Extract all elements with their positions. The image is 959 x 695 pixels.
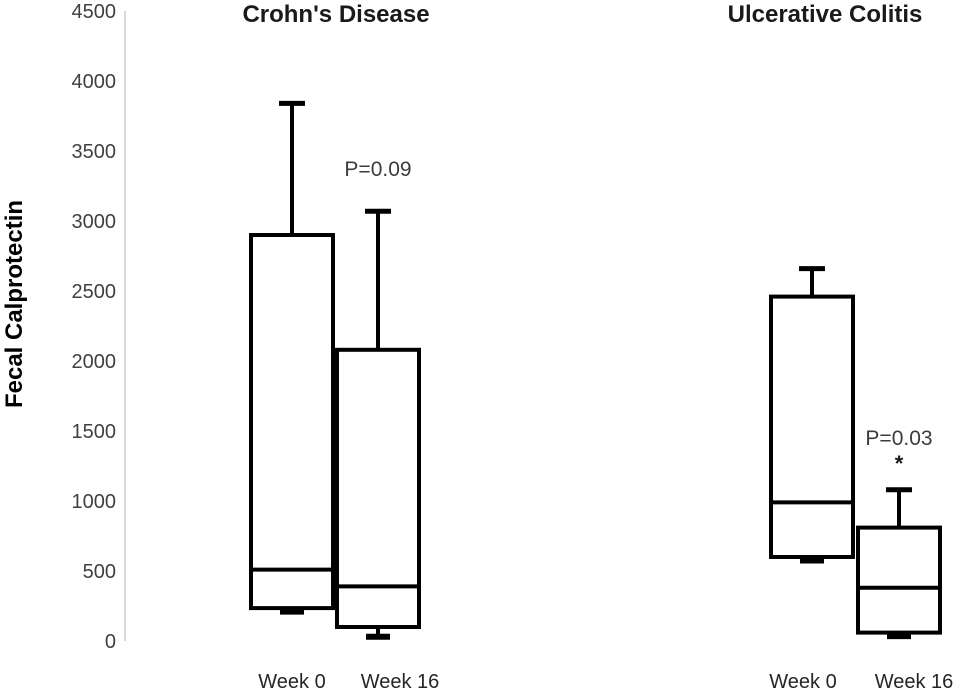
- y-tick-label: 2500: [72, 281, 117, 303]
- box-week0: [769, 294, 855, 559]
- x-tick-label: Week 0: [258, 671, 325, 693]
- y-tick-label: 4000: [72, 71, 117, 93]
- x-tick-label: Week 0: [769, 671, 836, 693]
- significance-star: *: [895, 451, 904, 476]
- p-value-annotation: P=0.09: [344, 158, 411, 181]
- x-tick-label: Week 16: [361, 671, 440, 693]
- box-week0: [249, 233, 335, 611]
- box-week16: [335, 347, 421, 629]
- y-tick-label: 3000: [72, 211, 117, 233]
- group-title-ulcerative-colitis: Ulcerative Colitis: [727, 1, 923, 28]
- y-tick-label: 0: [105, 631, 116, 653]
- x-tick-label: Week 16: [875, 671, 954, 693]
- y-tick-label: 3500: [72, 141, 117, 163]
- y-tick-label: 1000: [72, 491, 117, 513]
- p-value-annotation: P=0.03: [865, 427, 932, 450]
- y-tick-label: 1500: [72, 421, 117, 443]
- y-tick-label: 2000: [72, 351, 117, 373]
- y-tick-label: 500: [83, 561, 116, 583]
- box-week16: [856, 525, 942, 635]
- y-tick-label: 4500: [72, 1, 117, 23]
- group-title-crohns-disease: Crohn's Disease: [242, 1, 430, 28]
